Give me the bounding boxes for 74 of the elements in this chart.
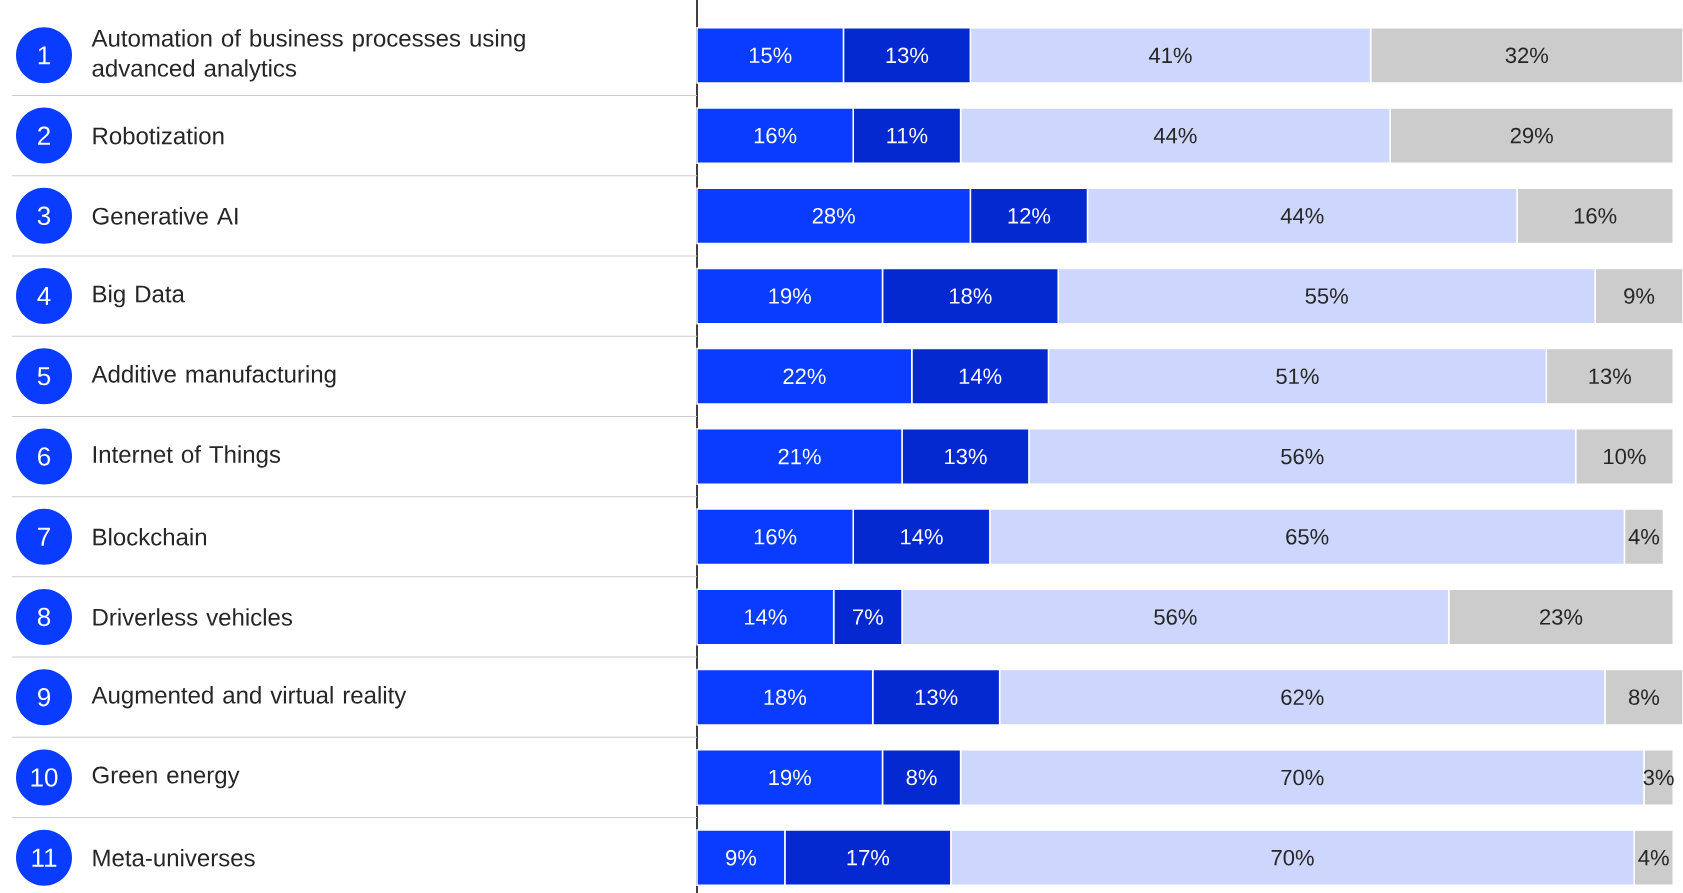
y-tick-label: Blockchain [93,527,207,546]
data-label: 3% [1643,769,1674,786]
data-label: 19% [769,769,811,786]
data-label: 16% [1574,208,1617,224]
text: 2 [38,126,50,145]
data-label: 9% [726,849,757,866]
y-tick-label: Driverless vehicles [93,608,292,626]
data-label: 10% [1604,448,1646,465]
data-label: 32% [1505,47,1549,64]
data-label: 65% [1286,528,1329,545]
y-tick-label: Green energy [92,766,240,789]
data-label: 23% [1540,609,1583,625]
data-label: 41% [1148,47,1192,64]
text: 9 [38,688,51,707]
data-label: 11% [887,127,928,144]
data-label: 16% [754,528,797,545]
data-label: 19% [769,288,811,304]
bar [1545,347,1674,405]
y-tick-label: Robotization [93,126,224,145]
y-tick-label: Automation of business processes using advanced analytics [91,29,525,82]
y-tick-label: Meta-universes [93,848,255,867]
data-label: 7% [853,609,883,625]
data-label: 18% [764,689,807,706]
data-label: 62% [1281,689,1324,706]
data-label: 13% [945,448,987,465]
text: 1 [38,46,50,65]
text: 7 [38,527,50,546]
data-label: 13% [915,689,958,706]
data-label: 4% [1628,529,1660,545]
y-tick-label: Big Data [93,284,185,308]
data-label: 44% [1280,208,1324,224]
text: 4 [37,287,51,305]
text: 6 [38,447,51,466]
data-label: 13% [886,47,929,64]
data-label: 14% [901,529,943,545]
data-label: 29% [1510,127,1553,144]
data-label: 21% [778,448,821,465]
data-label: 70% [1281,769,1324,786]
data-label: 55% [1305,288,1348,304]
data-label: 44% [1153,127,1197,144]
bar [1594,267,1683,325]
y-tick-label: Additive manufacturing [91,365,336,388]
data-label: 14% [745,609,787,625]
data-label: 9% [1624,288,1655,304]
text: 10 [31,768,58,787]
data-label: 13% [1589,368,1632,385]
data-label: 4% [1638,849,1669,866]
bar [1516,187,1674,245]
text: 11 [32,848,57,867]
bar [1389,107,1674,165]
y-tick-label: Augmented and virtual reality [91,686,407,709]
text: 3 [37,206,51,226]
text: 8 [37,607,51,627]
bar [1574,428,1674,485]
y-tick-label: Generative AI [92,207,238,225]
data-label: 8% [1629,689,1660,706]
bar [1369,26,1683,84]
data-label: 28% [812,208,855,224]
data-label: 18% [950,288,992,304]
bar [1447,588,1674,646]
y-tick-label: Internet of Things [93,445,281,468]
data-label: 22% [783,368,826,385]
data-label: 70% [1271,849,1314,866]
bar [1604,668,1683,726]
data-label: 12% [1008,208,1051,224]
data-label: 51% [1276,368,1319,385]
data-label: 17% [847,849,890,866]
data-label: 15% [749,47,792,64]
data-label: 8% [906,769,937,786]
data-label: 56% [1154,609,1197,625]
data-label: 16% [754,127,797,144]
text: 5 [37,367,51,386]
data-label: 56% [1281,448,1324,465]
data-label: 14% [959,368,1002,384]
